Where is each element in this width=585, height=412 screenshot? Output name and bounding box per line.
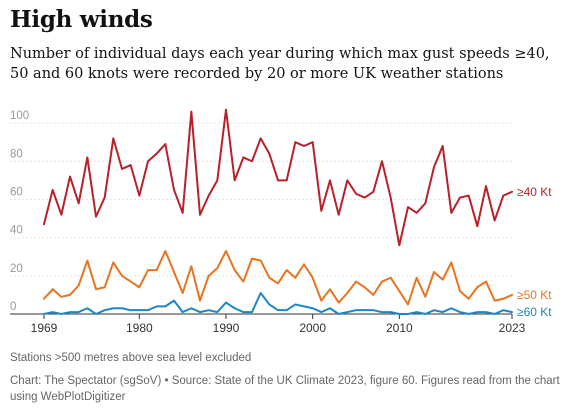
series-line-2: [43, 292, 513, 315]
series-line-0: [43, 108, 513, 247]
series-labels: ≥40 Kt ≥50 Kt ≥60 Kt: [517, 185, 552, 319]
y-tick-label: 20: [10, 263, 23, 275]
chart-subtitle: Number of individual days each year duri…: [10, 46, 550, 82]
x-tick-label: 1969: [31, 321, 58, 335]
footnote: Stations >500 metres above sea level exc…: [10, 352, 252, 364]
x-tick-label: 2023: [499, 321, 526, 335]
series-lines: [43, 108, 513, 315]
x-tick-label: 1990: [213, 321, 240, 335]
line-chart: 0 20 40 60 80 100 1969 1980 1990 2000 2010 2023 ≥4…: [10, 108, 552, 335]
source-note: Chart: The Spectator (sgSoV) • Source: S…: [10, 375, 560, 403]
series-label-0: ≥40 Kt: [517, 185, 552, 199]
y-tick-label: 80: [10, 148, 23, 160]
x-tick-label: 2010: [386, 321, 413, 335]
series-label-2: ≥60 Kt: [517, 305, 552, 319]
y-tick-label: 0: [10, 301, 16, 313]
y-axis-tick-labels: 0 20 40 60 80 100: [10, 110, 29, 313]
series-line-1: [43, 250, 513, 306]
y-tick-label: 100: [10, 110, 29, 122]
x-tick-label: 2000: [299, 321, 326, 335]
x-tick-label: 1980: [126, 321, 153, 335]
chart-title: High winds: [10, 6, 153, 33]
x-axis: 1969 1980 1990 2000 2010 2023: [10, 313, 526, 335]
y-tick-label: 40: [10, 225, 23, 237]
y-tick-label: 60: [10, 186, 23, 198]
gridlines: [10, 122, 512, 277]
series-label-1: ≥50 Kt: [517, 288, 552, 302]
